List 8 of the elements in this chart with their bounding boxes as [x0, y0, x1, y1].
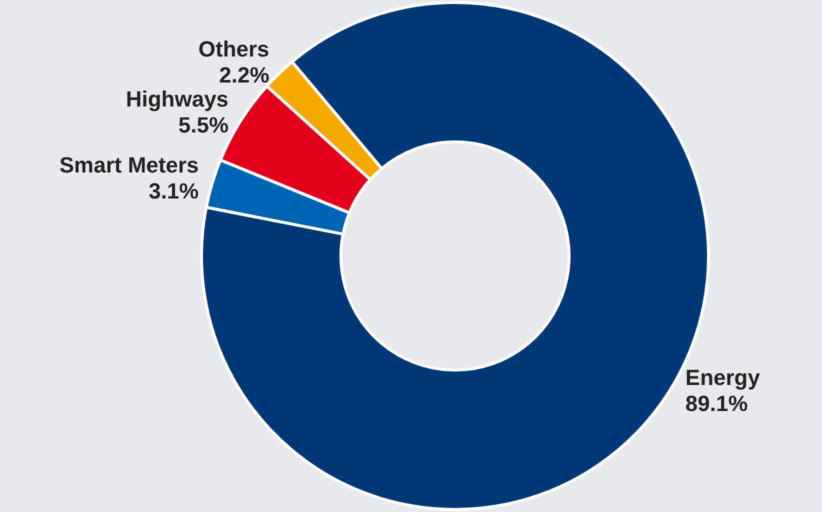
data-label: 3.1%	[148, 178, 199, 204]
data-label: 2.2%	[219, 62, 270, 88]
data-label: 89.1%	[685, 390, 748, 416]
data-label: 5.5%	[178, 112, 229, 138]
slice-label: Energy	[685, 364, 761, 390]
slice-label: Smart Meters	[59, 152, 199, 178]
slice-label: Others	[198, 36, 270, 62]
slice-label: Highways	[126, 86, 229, 112]
